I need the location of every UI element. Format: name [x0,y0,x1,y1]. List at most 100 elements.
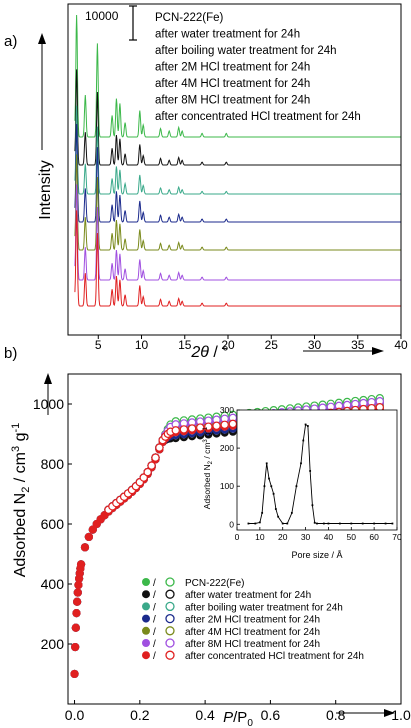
iso-y-tick-label: 600 [41,516,65,532]
xrd-trace-0 [74,14,401,138]
iso-legend-des-marker-5 [165,638,175,648]
iso-legend-des-marker-3 [165,613,175,624]
inset-point [384,522,387,525]
xrd-legend-entry-6: after concentrated HCl treatment for 24h [155,111,361,123]
xrd-trace-4 [74,154,401,251]
adsorbed-arrow-head [44,373,52,384]
iso-point-des-6 [204,422,213,431]
panel-b-label: b) [4,345,17,362]
inset-point [338,522,341,525]
x-tick-label-20: 20 [221,338,235,352]
iso-legend-entry-3: after 2M HCl treatment for 24h [185,615,320,626]
xrd-legend-entry-3: after 2M HCl treatment for 24h [155,62,310,74]
iso-x-tick-label: 0.0 [65,707,85,723]
pore-size-inset: 0 10 20 30 40 50 60 70 0 100 200 300 Adsorbed N2 / … [202,405,402,560]
inset-point [272,492,275,495]
iso-point-ads-6 [80,543,90,552]
inset-y-tick-label: 0 [229,519,234,529]
iso-legend-sep-4: / [153,627,156,638]
iso-y-tick-label: 800 [41,456,65,472]
inset-x-tick-label: 40 [324,532,334,542]
iso-legend-des-marker-0 [165,577,175,587]
xrd-trace-1 [74,69,401,166]
inset-point [263,485,266,488]
inset-x-tick-label: 20 [278,532,288,542]
inset-point [268,477,270,480]
x-tick-label-35: 35 [351,338,365,352]
inset-point [300,462,302,465]
pp0-arrow-head [384,709,395,717]
iso-x-tick-label: 0.6 [261,707,281,723]
iso-point-ads-6 [73,588,82,597]
iso-legend-ads-marker-4 [142,626,150,635]
iso-legend-des-marker-6 [165,650,175,660]
inset-x-label: Pore size / Å [291,550,342,560]
iso-y-tick-label: 400 [41,576,65,592]
iso-point-des-6 [147,461,156,470]
inset-point [261,511,264,514]
iso-x-tick-label: 0.8 [326,707,346,723]
iso-legend-sep-1: / [153,590,156,601]
inset-point [302,439,305,442]
x-tick-label-10: 10 [135,338,149,352]
iso-point-des-6 [228,419,238,429]
iso-legend-ads-marker-6 [142,651,150,660]
iso-point-ads-6 [71,642,80,652]
twotheta-arrow-head [372,347,384,355]
inset-point [258,521,261,524]
iso-x-tick-label: 0.2 [130,707,150,723]
inset-axes: 0 10 20 30 40 50 60 70 0 100 200 300 [220,405,402,542]
xrd-trace-6 [74,210,401,307]
iso-y-tick-label: 200 [41,636,65,652]
iso-legend-des-marker-4 [165,626,175,636]
xrd-traces [74,14,401,307]
inset-point [281,522,284,525]
iso-legend-entry-1: after water treatment for 24h [185,590,311,601]
iso-legend-ads-marker-3 [142,614,150,623]
inset-point [306,425,309,427]
inset-y-label: Adsorbed N2 / cm3 g-1 [202,426,214,509]
xrd-legend-entry-0: PCN-222(Fe) [155,12,224,24]
iso-point-des-6 [139,473,148,482]
xrd-trace-5 [74,184,401,281]
inset-curve [247,423,394,525]
iso-point-des-6 [187,424,197,433]
inset-point [309,470,312,472]
xrd-legend-entry-2: after boiling water treatment for 24h [155,45,337,57]
iso-legend-des-marker-2 [165,601,175,612]
inset-y-tick-label: 100 [220,481,234,491]
x-tick-label-40: 40 [394,338,408,352]
inset-x-tick-label: 60 [369,532,379,542]
inset-point [277,515,280,518]
iso-legend-ads-marker-1 [142,590,150,599]
iso-point-des-6 [220,420,229,429]
iso-point-ads-6 [84,532,93,542]
inset-x-tick-label: 50 [347,532,357,542]
x-tick-label-25: 25 [265,338,279,352]
inset-y-tick-label: 300 [220,405,234,415]
iso-point-des-6 [155,443,164,452]
xrd-plot-frame [67,3,402,336]
inset-x-tick-label: 10 [255,532,265,542]
inset-point [265,462,268,465]
iso-legend-des-marker-1 [165,589,175,599]
xrd-panel: a) Intensity 5 10 15 20 25 30 35 40 10000 PCN-2… [4,3,408,361]
inset-y-tick-label: 200 [220,443,234,453]
inset-x-tick-label: 0 [235,532,240,542]
inset-point [327,522,330,525]
iso-legend-sep-5: / [153,639,156,650]
scale-bar-label: 10000 [85,9,119,23]
inset-point [254,522,257,525]
iso-legend-sep-2: / [153,602,156,613]
y-axis-label-intensity: Intensity [37,160,54,220]
iso-legend-sep-3: / [153,615,156,626]
iso-point-ads-6 [88,525,97,534]
iso-point-ads-6 [71,623,80,632]
inset-point [274,508,277,510]
iso-x-tick-label: 0.4 [195,707,215,723]
iso-legend-ads-marker-5 [142,639,150,647]
iso-legend-entry-5: after 8M HCl treatment for 24h [185,639,320,650]
x-axis-label-2theta: 2θ / ° [190,344,228,361]
iso-point-des-6 [171,426,180,435]
